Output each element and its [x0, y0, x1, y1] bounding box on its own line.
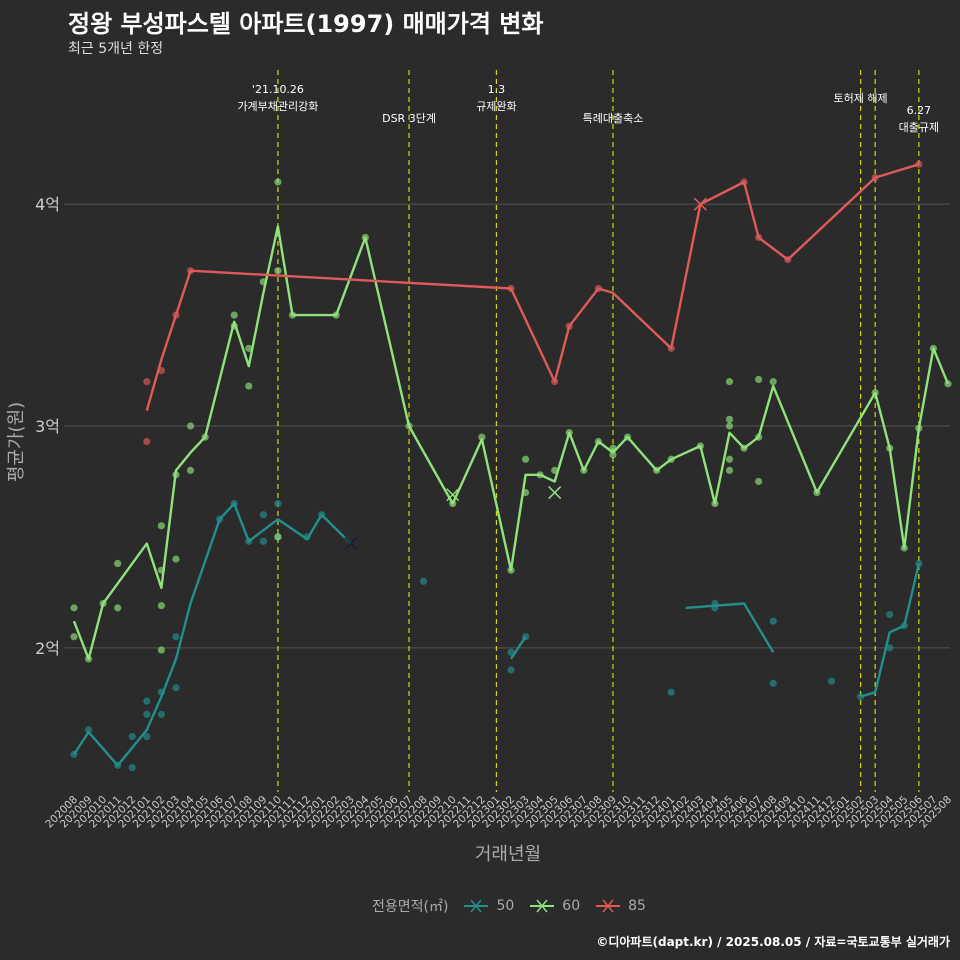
point-50-8	[157, 710, 165, 718]
legend: 전용면적(㎡) 50 60 85	[372, 896, 646, 916]
x-tick-labels: 2020082020092020102020112020122021012021…	[43, 793, 954, 830]
line-85-line	[145, 163, 920, 411]
point-50-21	[420, 577, 428, 585]
y-tick-label-3: 3억	[35, 417, 60, 436]
series-85	[143, 160, 923, 446]
series-50	[70, 500, 923, 772]
point-60-21	[274, 267, 282, 275]
point-50-4	[128, 732, 136, 741]
legend-swatch-60	[530, 899, 555, 913]
point-60-5	[114, 559, 122, 568]
point-50-1	[84, 726, 93, 734]
legend-label-50: 50	[496, 898, 515, 914]
cross-60-0	[446, 488, 460, 502]
grid-lines	[64, 203, 950, 649]
x-axis-title: 거래년월	[475, 844, 541, 865]
point-50-5	[143, 732, 151, 741]
point-50-29	[769, 617, 777, 625]
point-60-13	[186, 422, 195, 430]
event-sublabel-0: 가계부채관리강화	[237, 100, 318, 113]
point-60-52	[755, 375, 763, 384]
point-85-1	[143, 437, 151, 446]
legend-item-85: 85	[594, 898, 646, 914]
line-50-line	[72, 502, 352, 767]
point-50-22	[507, 666, 515, 674]
point-60-47	[725, 415, 734, 423]
legend-title: 전용면적(㎡)	[372, 899, 449, 915]
event-label-0: '21.10.26	[252, 83, 304, 96]
y-tick-labels: 2억 3억 4억	[35, 195, 60, 658]
point-50-33	[886, 610, 894, 619]
point-60-10	[172, 555, 180, 563]
series-60	[70, 178, 952, 663]
point-85-0	[143, 378, 151, 386]
source-caption: ©디아파트(dapt.kr) / 2025.08.05 / 자료=국토교통부 실…	[596, 935, 950, 949]
point-60-4	[114, 604, 122, 612]
point-50-32	[886, 644, 894, 652]
point-60-20	[274, 178, 282, 186]
point-50-28	[769, 679, 777, 687]
point-60-50	[755, 477, 763, 486]
point-60-45	[725, 455, 734, 463]
point-60-53	[769, 378, 777, 386]
legend-item-60: 60	[528, 898, 580, 914]
point-60-12	[186, 466, 195, 474]
line-60-line	[72, 225, 950, 661]
point-60-6	[157, 646, 165, 654]
legend-label-85: 85	[628, 898, 646, 914]
point-50-25	[667, 688, 675, 696]
point-60-37	[609, 451, 617, 459]
point-60-28	[478, 433, 486, 441]
line-50-line3	[685, 602, 775, 653]
event-label-3: 특례대출축소	[583, 112, 644, 125]
point-50-3	[128, 764, 136, 772]
event-sublabel-6: 대출규제	[899, 121, 939, 134]
point-50-11	[172, 633, 180, 641]
point-60-48	[725, 378, 734, 386]
point-60-9	[157, 522, 165, 530]
point-50-6	[143, 710, 151, 718]
series-group	[70, 160, 952, 772]
event-label-4: 토허제 해제	[834, 91, 888, 105]
point-60-31	[521, 455, 530, 463]
cross-85-0	[693, 197, 707, 211]
y-axis-title: 평균가(원)	[6, 402, 27, 482]
line-50-line4	[860, 563, 921, 698]
cross-50-0	[344, 537, 358, 551]
point-50-18	[274, 500, 282, 508]
point-60-18	[245, 344, 253, 352]
point-50-30	[827, 677, 836, 685]
legend-swatch-50	[464, 899, 489, 913]
point-60-1	[70, 604, 78, 612]
legend-item-50: 50	[462, 898, 514, 914]
point-50-7	[143, 697, 151, 705]
point-60-17	[245, 382, 253, 390]
point-60-15	[230, 311, 238, 319]
point-60-7	[157, 602, 165, 610]
event-label-6: 6.27	[907, 104, 932, 117]
point-50-10	[172, 684, 180, 692]
event-label-2: 1.3	[488, 83, 506, 96]
chart-subtitle: 최근 5개년 한정	[68, 41, 164, 57]
y-tick-label-2: 2억	[35, 639, 60, 658]
point-60-22	[274, 533, 282, 541]
point-60-44	[725, 466, 734, 474]
y-tick-label-4: 4억	[35, 195, 60, 214]
legend-swatch-85	[596, 899, 621, 913]
line-50-line2	[509, 636, 527, 660]
point-60-0	[70, 633, 78, 641]
point-60-46	[725, 422, 734, 430]
chart-title: 정왕 부성파스텔 아파트(1997) 매매가격 변화	[68, 10, 544, 38]
point-50-15	[259, 537, 267, 545]
event-sublabel-2: 규제완화	[476, 100, 516, 113]
event-label-1: DSR 3단계	[382, 112, 436, 125]
legend-label-60: 60	[562, 898, 581, 914]
cross-60-1	[548, 486, 562, 500]
point-50-16	[259, 511, 267, 519]
